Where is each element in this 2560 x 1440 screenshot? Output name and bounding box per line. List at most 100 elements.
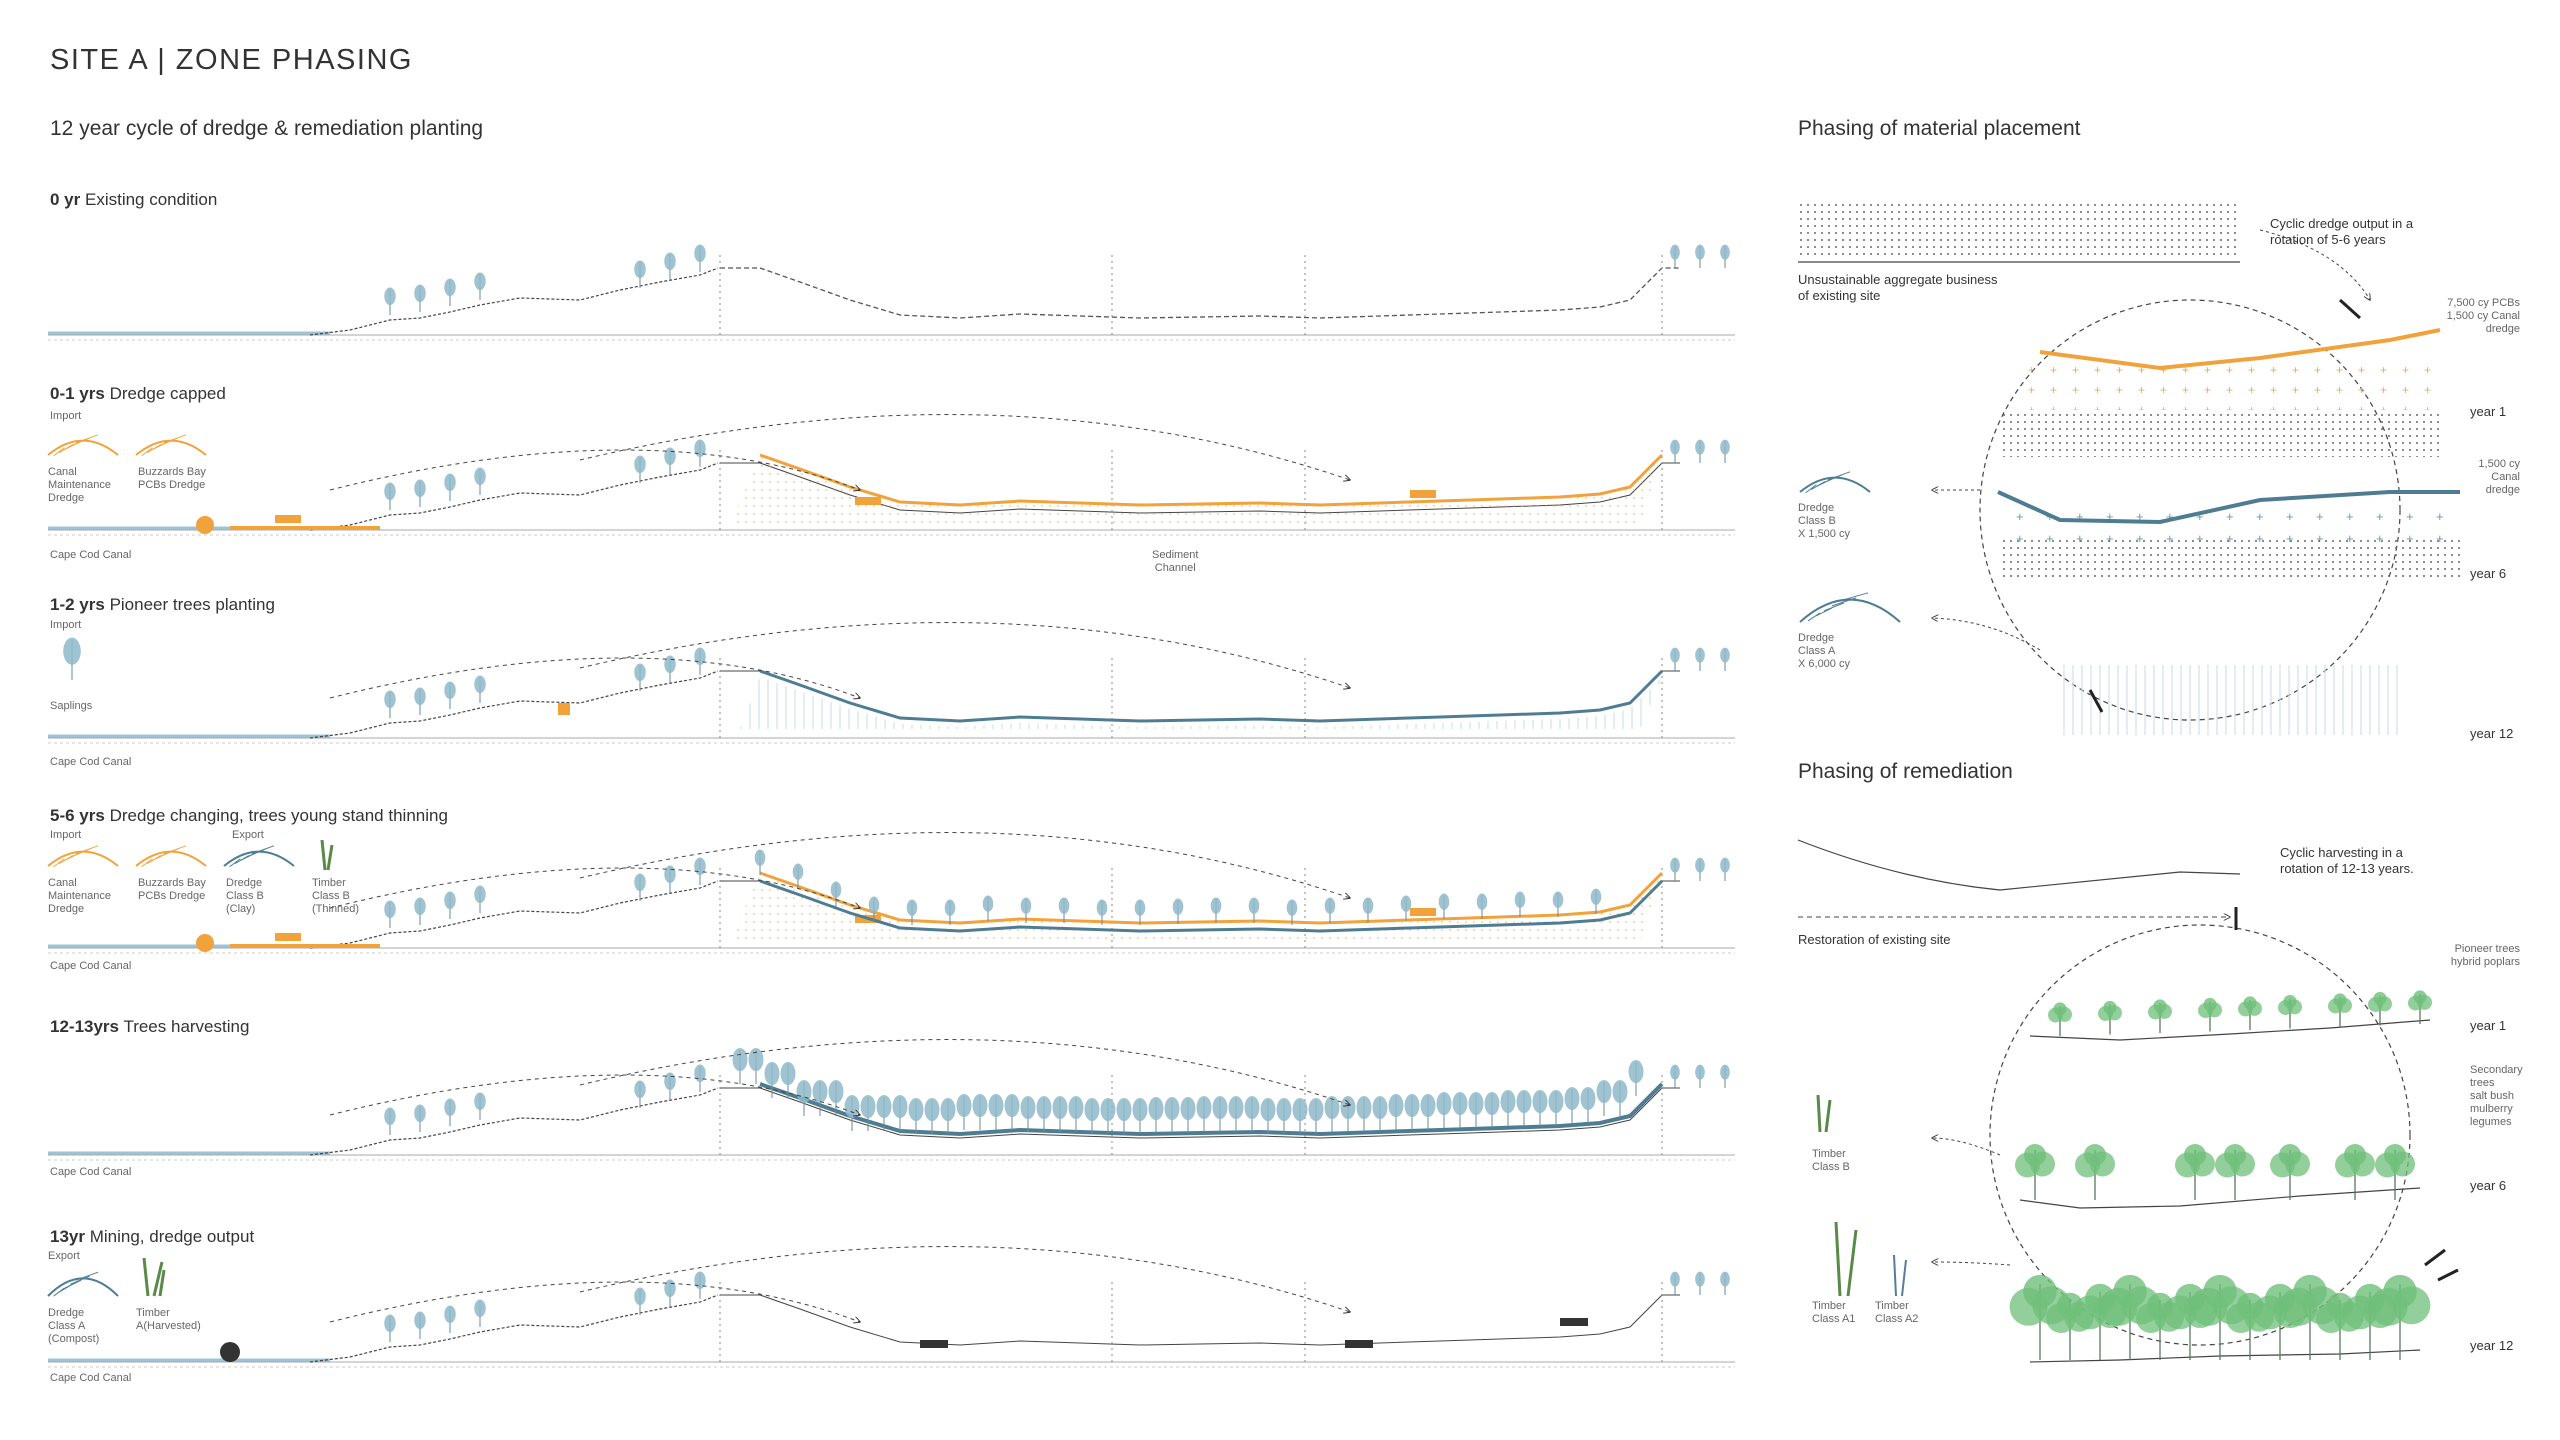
row-4-label: 12-13yrs Trees harvesting	[50, 1017, 249, 1037]
sapling-icon	[414, 897, 426, 925]
unsustainable-note: Unsustainable aggregate business of exis…	[1798, 272, 1998, 303]
saplings-label: Saplings	[50, 700, 93, 712]
buzzards-dredge-pile-icon	[135, 845, 207, 868]
sapling-icon	[384, 1107, 396, 1135]
sapling-icon	[1720, 857, 1730, 881]
tree-icon	[1004, 1093, 1020, 1130]
sapling-icon	[634, 873, 646, 901]
tree-icon	[1058, 897, 1070, 923]
secondary-tree-icon	[2270, 1144, 2310, 1200]
row-desc: Existing condition	[84, 190, 218, 209]
row-desc: Dredge capped	[109, 384, 226, 403]
tree-icon	[924, 1097, 940, 1134]
tree-icon	[1308, 1097, 1324, 1134]
cut-marker	[2338, 298, 2362, 320]
planting-icon	[558, 703, 570, 715]
cross-section	[48, 1246, 1735, 1368]
flow-arrow	[329, 657, 860, 698]
material-cyclic-note: Cyclic dredge output in a rotation of 5-…	[2270, 216, 2414, 247]
tree-icon	[1210, 897, 1222, 923]
canal-maintenance-label: Canal Maintenance Dredge	[48, 466, 111, 504]
mature-tree-icon	[2189, 1274, 2251, 1360]
tree-icon	[1438, 893, 1450, 919]
cross-section	[48, 622, 1735, 744]
tree-icon	[956, 1093, 972, 1130]
timber-b-label: Timber Class B	[1812, 1148, 1850, 1173]
sapling-icon	[1720, 1064, 1730, 1088]
sapling-icon	[444, 1305, 456, 1333]
pioneer-tree-icon	[2408, 990, 2432, 1024]
tree-icon	[830, 881, 842, 907]
row-desc: Dredge changing, trees young stand thinn…	[109, 806, 448, 825]
sapling-icon	[414, 479, 426, 507]
sapling-icon	[1720, 1271, 1730, 1295]
excavator-icon	[1560, 1318, 1588, 1326]
sapling-icon	[474, 885, 486, 913]
barge-icon	[1410, 908, 1436, 916]
timber-class-b-label: Timber Class B (Thinned)	[312, 877, 360, 915]
row-desc: Pioneer trees planting	[109, 595, 275, 614]
material-heading: Phasing of material placement	[1798, 117, 2081, 140]
timber-icon	[320, 839, 334, 871]
dredge-a-label: Dredge Class A X 6,000 cy	[1798, 632, 1850, 670]
tree-icon	[876, 1094, 892, 1131]
tree-icon	[764, 1061, 780, 1098]
tree-icon	[1244, 1095, 1260, 1132]
cut-marker	[2088, 689, 2104, 713]
timber-a2-icon	[1893, 1254, 1907, 1297]
remediation-year6: year 6	[2470, 1178, 2507, 1193]
material-year1: year 1	[2470, 404, 2507, 419]
sapling-icon	[1670, 244, 1680, 268]
tree-icon	[908, 1097, 924, 1134]
sapling-icon	[1670, 1064, 1680, 1088]
tree-icon	[1590, 888, 1602, 914]
tree-icon	[1116, 1097, 1132, 1134]
secondary-tree-icon	[2015, 1144, 2055, 1200]
material-year12: year 12	[2470, 726, 2514, 741]
tree-icon	[1020, 1095, 1036, 1132]
canal-dredge-pile-icon	[47, 434, 119, 457]
sapling-icon	[634, 1080, 646, 1108]
flow-arrow	[1932, 618, 2041, 651]
sapling-icon	[474, 272, 486, 300]
flow-arrow	[329, 1281, 860, 1322]
row-5-label: 13yr Mining, dredge output	[50, 1227, 254, 1247]
tree-icon	[1500, 1089, 1516, 1126]
tree-icon	[1172, 898, 1184, 924]
flow-arrow	[329, 1074, 860, 1115]
cut-marker	[2437, 1268, 2459, 1282]
cross-section	[48, 244, 1735, 341]
import-label: Import	[50, 619, 82, 631]
sapling-icon	[1695, 1271, 1705, 1295]
tree-icon	[1548, 1089, 1564, 1126]
sapling-icon	[444, 278, 456, 306]
row-year: 1-2 yrs	[50, 595, 105, 614]
pioneer-tree-icon	[2098, 1000, 2122, 1035]
excavator-icon	[920, 1340, 948, 1348]
tree-icon	[1388, 1093, 1404, 1130]
tree-icon	[940, 1097, 956, 1134]
dredge-class-a-icon	[47, 1271, 119, 1297]
cross-section	[48, 832, 1735, 954]
pioneer-tree-icon	[2048, 1002, 2072, 1036]
tree-icon	[1132, 1097, 1148, 1134]
tree-icon	[1552, 891, 1564, 917]
material-year6: year 6	[2470, 566, 2507, 581]
cycle-heading: 12 year cycle of dredge & remediation pl…	[50, 117, 484, 140]
sapling-icon	[694, 1064, 706, 1092]
tree-icon	[844, 1094, 860, 1131]
tree-icon	[1276, 1097, 1292, 1134]
secondary-tree-icon	[2215, 1144, 2255, 1200]
tree-icon	[1260, 1097, 1276, 1134]
tree-icon	[1020, 897, 1032, 923]
tree-icon	[1452, 1091, 1468, 1128]
tree-icon	[1596, 1079, 1612, 1116]
buzzards-dredge-pile-icon	[135, 434, 207, 457]
remediation-year1: year 1	[2470, 1018, 2507, 1033]
tree-icon	[1084, 1097, 1100, 1134]
row-year: 5-6 yrs	[50, 806, 105, 825]
dredge-ball-icon	[220, 1342, 240, 1362]
tree-icon	[1476, 893, 1488, 919]
sapling-icon	[474, 467, 486, 495]
sapling-icon	[634, 663, 646, 691]
